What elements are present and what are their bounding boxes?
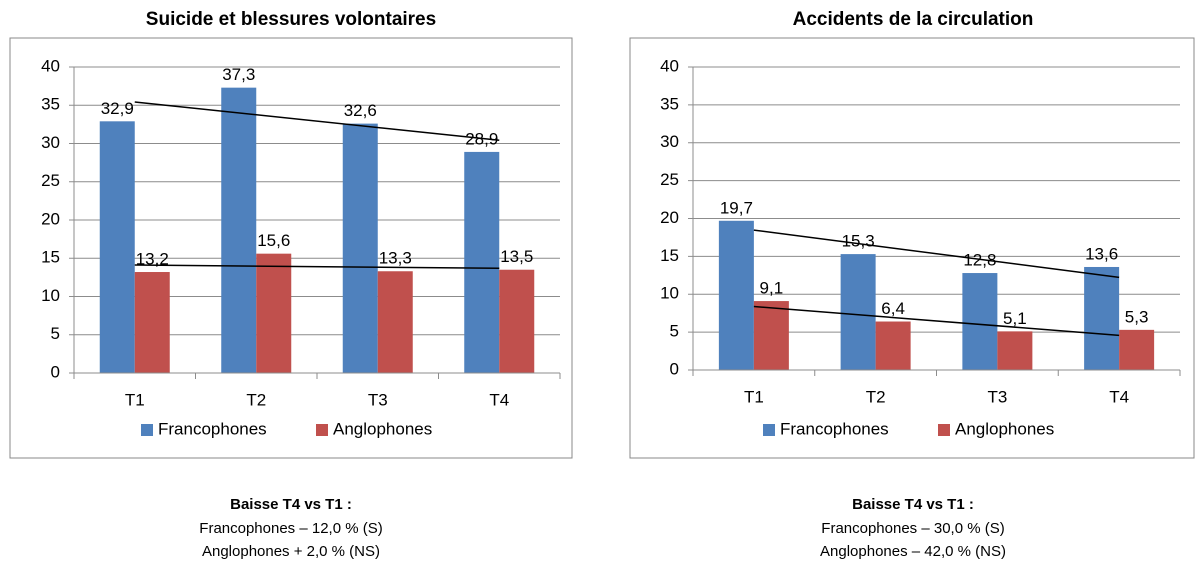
note: Anglophones – 42,0 % (NS) bbox=[820, 543, 1006, 560]
y-tick-label: 10 bbox=[660, 284, 679, 303]
y-tick-label: 25 bbox=[41, 171, 60, 190]
trendline bbox=[753, 229, 1120, 279]
y-tick-label: 0 bbox=[670, 359, 679, 378]
bar bbox=[377, 271, 413, 373]
chart-title: Accidents de la circulation bbox=[793, 9, 1034, 30]
bar bbox=[99, 121, 135, 373]
bar bbox=[134, 272, 170, 373]
bar bbox=[962, 273, 998, 370]
y-tick-label: 40 bbox=[41, 56, 60, 75]
x-tick-label: T4 bbox=[1109, 387, 1129, 406]
y-tick-label: 10 bbox=[41, 286, 60, 305]
x-tick-label: T1 bbox=[744, 387, 764, 406]
value-label: 37,3 bbox=[222, 65, 255, 84]
x-tick-label: T3 bbox=[368, 390, 388, 409]
bar bbox=[718, 220, 754, 370]
y-tick-label: 15 bbox=[660, 246, 679, 265]
y-tick-label: 20 bbox=[660, 208, 679, 227]
chart-title: Suicide et blessures volontaires bbox=[146, 9, 436, 30]
bar bbox=[840, 254, 876, 370]
value-label: 13,2 bbox=[136, 250, 169, 269]
y-tick-label: 0 bbox=[51, 362, 60, 381]
x-tick-label: T4 bbox=[489, 390, 509, 409]
bar bbox=[997, 331, 1033, 370]
y-tick-label: 25 bbox=[660, 170, 679, 189]
value-label: 15,6 bbox=[257, 231, 290, 250]
legend-swatch bbox=[141, 424, 153, 436]
legend-label: Francophones bbox=[158, 419, 267, 438]
y-tick-label: 5 bbox=[51, 324, 60, 343]
bar bbox=[464, 151, 500, 373]
trendline bbox=[134, 264, 500, 270]
chart-frame bbox=[629, 37, 1195, 459]
trendline bbox=[753, 305, 1120, 337]
value-label: 13,5 bbox=[500, 247, 533, 266]
y-tick-label: 30 bbox=[41, 133, 60, 152]
bar bbox=[256, 253, 292, 373]
value-label: 19,7 bbox=[720, 198, 753, 217]
x-tick-label: T3 bbox=[987, 387, 1007, 406]
bar bbox=[1119, 329, 1155, 370]
x-tick-label: T1 bbox=[125, 390, 145, 409]
y-tick-label: 35 bbox=[660, 94, 679, 113]
legend-label: Anglophones bbox=[955, 419, 1054, 438]
note: Francophones – 30,0 % (S) bbox=[821, 520, 1004, 537]
bar bbox=[499, 269, 535, 373]
legend-swatch bbox=[316, 424, 328, 436]
y-tick-label: 5 bbox=[670, 322, 679, 341]
y-tick-label: 20 bbox=[41, 209, 60, 228]
bar bbox=[753, 301, 789, 370]
y-tick-label: 40 bbox=[660, 56, 679, 75]
value-label: 32,6 bbox=[344, 101, 377, 120]
value-label: 5,1 bbox=[1003, 309, 1027, 328]
value-label: 32,9 bbox=[101, 99, 134, 118]
legend-label: Francophones bbox=[780, 419, 889, 438]
x-tick-label: T2 bbox=[246, 390, 266, 409]
value-label: 5,3 bbox=[1125, 307, 1149, 326]
y-tick-label: 35 bbox=[41, 95, 60, 114]
legend-label: Anglophones bbox=[333, 419, 432, 438]
x-tick-label: T2 bbox=[866, 387, 886, 406]
bar bbox=[221, 87, 257, 373]
note-title: Baisse T4 vs T1 : bbox=[230, 496, 352, 513]
note: Anglophones + 2,0 % (NS) bbox=[202, 543, 380, 560]
legend-swatch bbox=[763, 424, 775, 436]
bar bbox=[1084, 266, 1120, 370]
bar bbox=[342, 123, 378, 373]
value-label: 13,6 bbox=[1085, 244, 1118, 263]
note: Francophones – 12,0 % (S) bbox=[199, 520, 382, 537]
value-label: 6,4 bbox=[881, 299, 905, 318]
bar bbox=[875, 321, 911, 370]
y-tick-label: 30 bbox=[660, 132, 679, 151]
legend-swatch bbox=[938, 424, 950, 436]
value-label: 9,1 bbox=[760, 279, 784, 298]
y-tick-label: 15 bbox=[41, 248, 60, 267]
note-title: Baisse T4 vs T1 : bbox=[852, 496, 974, 513]
value-label: 13,3 bbox=[379, 249, 412, 268]
value-label: 15,3 bbox=[842, 232, 875, 251]
trendline bbox=[134, 101, 500, 142]
